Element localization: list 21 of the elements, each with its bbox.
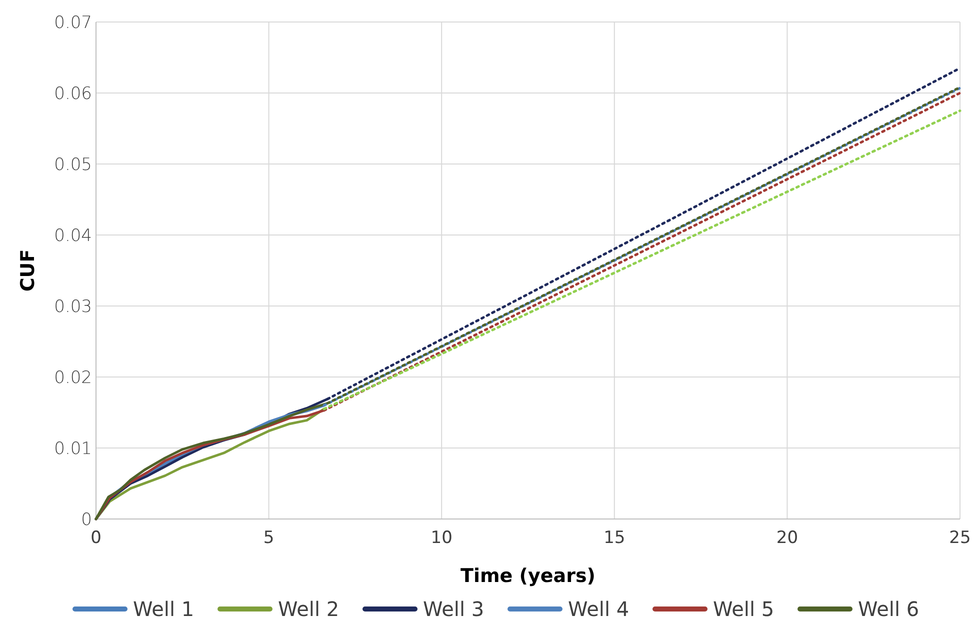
x-tick-label: 15 xyxy=(604,528,626,548)
y-tick-label: 0.05 xyxy=(54,154,92,175)
x-tick-label: 5 xyxy=(263,528,274,548)
legend-label: Well 2 xyxy=(278,597,340,621)
y-tick-label: 0.02 xyxy=(54,368,92,388)
y-tick-label: 0.04 xyxy=(54,226,92,246)
y-tick-label: 0.07 xyxy=(54,12,92,33)
x-tick-label: 25 xyxy=(949,528,971,548)
y-tick-label: 0.01 xyxy=(54,438,92,459)
legend-label: Well 4 xyxy=(568,597,630,621)
x-tick-label: 20 xyxy=(776,528,798,548)
x-axis-title: Time (years) xyxy=(460,565,596,587)
legend-label: Well 1 xyxy=(133,597,194,621)
y-tick-label: 0.03 xyxy=(54,296,92,317)
legend-label: Well 5 xyxy=(713,597,774,621)
legend-label: Well 6 xyxy=(858,597,920,621)
x-tick-label: 10 xyxy=(430,528,452,548)
legend-label: Well 3 xyxy=(423,597,484,621)
y-tick-label: 0.06 xyxy=(54,84,92,104)
y-axis-title: CUF xyxy=(17,249,39,292)
y-tick-label: 0 xyxy=(81,510,92,530)
